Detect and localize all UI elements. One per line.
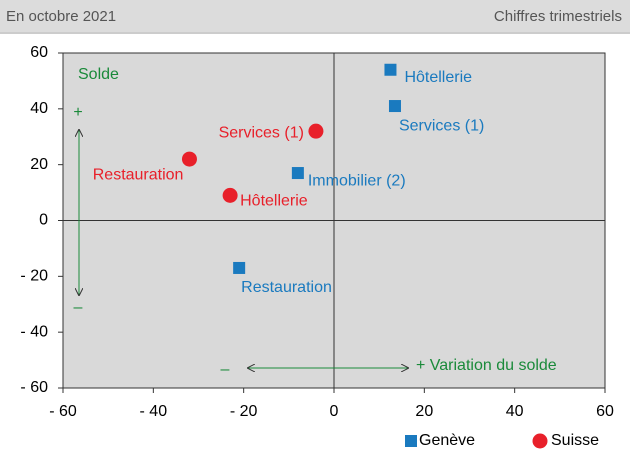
x-tick-label: - 20	[230, 403, 258, 420]
point	[233, 261, 246, 274]
y-tick-label: - 60	[20, 379, 48, 396]
legend-label: Suisse	[551, 432, 599, 449]
x-tick-label: - 60	[49, 403, 77, 420]
y-tick-label: 40	[30, 100, 48, 117]
point-label: Restauration	[241, 279, 332, 296]
point-label: Services (1)	[399, 117, 484, 134]
y-tick-label: - 20	[20, 268, 48, 285]
annotation: + Variation du solde	[416, 357, 557, 374]
annotation: Solde	[78, 66, 119, 83]
x-tick-label: 40	[506, 403, 524, 420]
y-tick-label: 60	[30, 44, 48, 61]
x-tick-label: 60	[596, 403, 614, 420]
point-label: Restauration	[93, 166, 184, 183]
point	[384, 63, 397, 76]
annotation: –	[221, 361, 230, 378]
point	[181, 151, 197, 167]
point	[308, 123, 324, 139]
x-tick-label: 0	[330, 403, 339, 420]
header-right: Chiffres trimestriels	[494, 8, 622, 25]
x-tick-label: 20	[415, 403, 433, 420]
legend-swatch	[532, 433, 548, 449]
point-label: Hôtellerie	[404, 69, 472, 86]
point	[222, 187, 238, 203]
point-label: Services (1)	[219, 124, 304, 141]
header-bar	[0, 0, 630, 32]
legend-label: Genève	[419, 432, 475, 449]
legend-swatch	[405, 435, 417, 447]
point	[388, 100, 401, 113]
annotation: +	[73, 104, 82, 121]
point	[291, 167, 304, 180]
annotation: –	[74, 299, 83, 316]
x-tick-label: - 40	[140, 403, 168, 420]
y-tick-label: - 40	[20, 323, 48, 340]
y-tick-label: 0	[39, 212, 48, 229]
point-label: Immobilier (2)	[308, 172, 406, 189]
point-label: Hôtellerie	[240, 193, 308, 210]
y-tick-label: 20	[30, 156, 48, 173]
header-left: En octobre 2021	[6, 8, 116, 25]
